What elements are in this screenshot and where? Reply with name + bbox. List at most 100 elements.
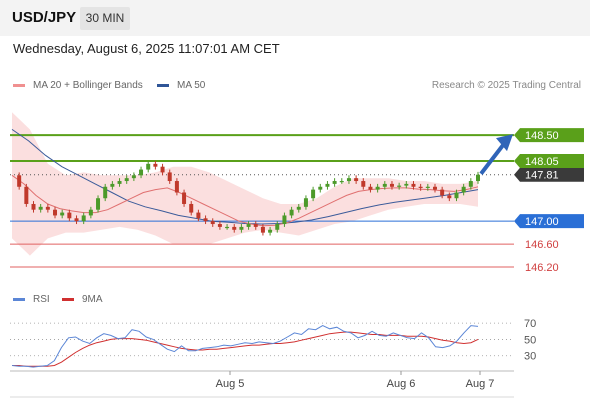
- candle-body: [303, 198, 308, 207]
- candles-group: [17, 160, 480, 236]
- candle: [418, 183, 423, 191]
- ma50-swatch: [157, 84, 169, 87]
- candle-body: [346, 178, 351, 182]
- legend-ma50: MA 50: [157, 80, 205, 91]
- candle: [53, 206, 58, 219]
- candle: [275, 221, 280, 233]
- x-tick-label: Aug 7: [466, 378, 495, 390]
- candle: [440, 186, 445, 199]
- projection-arrow-head: [496, 134, 513, 152]
- candle-body: [461, 186, 466, 193]
- candle: [131, 172, 136, 182]
- candle: [24, 183, 29, 207]
- candle-body: [411, 183, 416, 187]
- candle-body: [153, 163, 158, 167]
- candle-body: [139, 169, 144, 176]
- candle-body: [117, 181, 122, 184]
- candle-body: [17, 175, 22, 187]
- candle: [139, 166, 144, 179]
- candle: [432, 183, 437, 193]
- level-tag-resistance: 148.05: [514, 153, 584, 168]
- candle: [17, 172, 22, 190]
- candle: [217, 221, 222, 230]
- candle-body: [160, 166, 165, 173]
- candle: [96, 195, 101, 213]
- level-tag-pivot: 147.00: [514, 214, 584, 229]
- legend-ma50-label: MA 50: [177, 80, 206, 91]
- legend-rsi: RSI: [13, 294, 50, 305]
- candle: [225, 224, 230, 230]
- candle: [361, 178, 366, 190]
- candle: [232, 224, 237, 233]
- candle-body: [275, 224, 280, 230]
- x-tick-label: Aug 5: [216, 378, 245, 390]
- candle-body: [447, 195, 452, 199]
- candle-body: [476, 174, 480, 182]
- level-tag-support: 146.20: [525, 262, 559, 274]
- candle-body: [368, 186, 373, 190]
- candle: [375, 183, 380, 193]
- candle-body: [131, 175, 136, 179]
- candle-body: [246, 224, 251, 227]
- candle-body: [468, 181, 473, 187]
- legend-9ma-label: 9MA: [82, 294, 103, 305]
- candle-body: [67, 212, 72, 219]
- rsi-tick-label: 70: [524, 318, 536, 330]
- ma50-line: [11, 128, 479, 225]
- candle: [382, 181, 387, 190]
- candle-body: [311, 189, 316, 199]
- legend-ma20: MA 20 + Bollinger Bands: [13, 80, 143, 91]
- candle-body: [361, 181, 366, 187]
- candle: [447, 192, 452, 202]
- ma20-swatch: [13, 84, 25, 87]
- candle: [260, 224, 265, 236]
- candle: [454, 189, 459, 202]
- candle-body: [425, 186, 430, 188]
- x-tick-label: Aug 6: [387, 378, 416, 390]
- legend-rsi-label: RSI: [33, 294, 50, 305]
- candle: [189, 201, 194, 216]
- candle: [160, 163, 165, 176]
- candle: [81, 212, 86, 225]
- candle-body: [210, 221, 215, 225]
- candle-body: [296, 206, 301, 210]
- candle-body: [31, 203, 36, 210]
- candle: [74, 215, 79, 225]
- candle-body: [81, 215, 86, 222]
- candle: [31, 201, 36, 213]
- ma9-line: [12, 331, 479, 367]
- timeframe-button[interactable]: 30 MIN: [80, 7, 130, 30]
- candle-body: [24, 186, 29, 204]
- candle: [67, 209, 72, 222]
- candle-body: [225, 226, 230, 229]
- candle: [318, 183, 323, 193]
- candle-body: [382, 183, 387, 187]
- candle: [110, 181, 115, 190]
- candle-body: [432, 186, 437, 190]
- candle-body: [182, 192, 187, 204]
- ma9-swatch: [62, 298, 74, 301]
- candle-body: [440, 189, 445, 196]
- candle-body: [389, 183, 394, 187]
- candle-body: [375, 186, 380, 190]
- level-tag-value: 147.81: [525, 170, 559, 182]
- level-tag-box: [514, 128, 584, 143]
- candle: [404, 181, 409, 189]
- candle-body: [318, 186, 323, 190]
- level-tag-box: [514, 153, 584, 168]
- candle-body: [232, 226, 237, 230]
- candle: [124, 175, 129, 184]
- candle-body: [189, 203, 194, 213]
- level-tag-box: [514, 214, 584, 229]
- candle: [239, 224, 244, 233]
- level-tag-box: [514, 167, 584, 182]
- candle: [60, 209, 65, 219]
- candle: [210, 218, 215, 227]
- candle: [389, 181, 394, 190]
- candle-body: [74, 218, 79, 222]
- level-tag-current: 147.81: [514, 167, 584, 182]
- candle: [476, 171, 480, 184]
- legend-ma20-label: MA 20 + Bollinger Bands: [33, 80, 143, 91]
- rsi-tick-label: 50: [524, 334, 536, 346]
